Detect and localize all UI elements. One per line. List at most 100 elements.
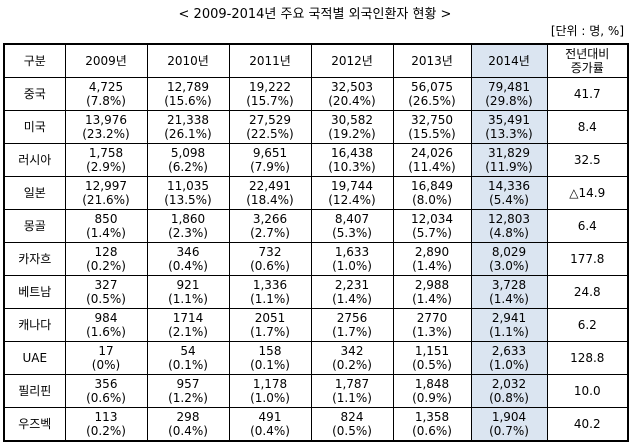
share: (15.6%): [164, 94, 212, 108]
count: 21,338: [167, 113, 209, 127]
count: 2,633: [491, 344, 527, 358]
share: (2.3%): [168, 226, 208, 240]
share: (0.4%): [250, 424, 290, 438]
count: 12,997: [85, 179, 127, 193]
share: (0.1%): [250, 358, 290, 372]
row-label: 미국: [3, 110, 66, 144]
count: 2756: [336, 311, 368, 325]
growth-cell: 32.5: [546, 143, 629, 177]
data-row: 우즈벡 113 (0.2%) 298 (0.4%) 491 (0.4%) 824 (0.5%) 1…: [3, 407, 629, 442]
count: 3,728: [491, 278, 527, 292]
count: 1,904: [491, 410, 527, 424]
data-cell: 54 (0.1%): [146, 341, 230, 375]
count: 1714: [172, 311, 204, 325]
count: 54: [180, 344, 196, 358]
header-cell: 2009년: [64, 43, 148, 78]
count: 1,178: [252, 377, 288, 391]
share: (0.9%): [412, 391, 452, 405]
count: 113: [94, 410, 118, 424]
data-cell: 79,481 (29.8%): [470, 77, 548, 111]
header-cell: 전년대비 증가률: [546, 43, 629, 78]
data-row: 일본 12,997 (21.6%) 11,035 (13.5%) 22,491 (18.4%…: [3, 176, 629, 210]
share: (19.2%): [328, 127, 376, 141]
data-cell: 31,829 (11.9%): [470, 143, 548, 177]
share: (21.6%): [82, 193, 130, 207]
share: (0.6%): [250, 259, 290, 273]
share: (2.1%): [168, 325, 208, 339]
data-cell: 1,336 (1.1%): [228, 275, 312, 309]
share: (0.2%): [332, 358, 372, 372]
row-label: 몽골: [3, 209, 66, 243]
share: (18.4%): [246, 193, 294, 207]
count: 342: [340, 344, 364, 358]
data-cell: 16,849 (8.0%): [392, 176, 472, 210]
share: (1.4%): [86, 226, 126, 240]
share: (3.0%): [489, 259, 529, 273]
count: 2,890: [414, 245, 450, 259]
header-cell: 구분: [3, 43, 66, 78]
count: 1,758: [88, 146, 124, 160]
data-cell: 2770 (1.3%): [392, 308, 472, 342]
data-cell: 3,266 (2.7%): [228, 209, 312, 243]
data-cell: 24,026 (11.4%): [392, 143, 472, 177]
share: (5.3%): [332, 226, 372, 240]
data-cell: 298 (0.4%): [146, 407, 230, 442]
data-row: 베트남 327 (0.5%) 921 (1.1%) 1,336 (1.1%) 2,231 (1.…: [3, 275, 629, 309]
data-cell: 12,803 (4.8%): [470, 209, 548, 243]
growth-cell: 6.2: [546, 308, 629, 342]
data-cell: 16,438 (10.3%): [310, 143, 394, 177]
data-cell: 5,098 (6.2%): [146, 143, 230, 177]
count: 13,976: [85, 113, 127, 127]
data-cell: 13,976 (23.2%): [64, 110, 148, 144]
share: (1.1%): [489, 325, 529, 339]
data-cell: 1,904 (0.7%): [470, 407, 548, 442]
data-cell: 2,988 (1.4%): [392, 275, 472, 309]
count: 732: [258, 245, 282, 259]
data-cell: 2,032 (0.8%): [470, 374, 548, 408]
growth-cell: 6.4: [546, 209, 629, 243]
share: (1.2%): [168, 391, 208, 405]
share: (1.0%): [250, 391, 290, 405]
share: (11.9%): [485, 160, 533, 174]
share: (2.9%): [86, 160, 126, 174]
share: (15.7%): [246, 94, 294, 108]
data-cell: 32,750 (15.5%): [392, 110, 472, 144]
data-cell: 35,491 (13.3%): [470, 110, 548, 144]
share: (29.8%): [485, 94, 533, 108]
count: 957: [176, 377, 200, 391]
data-row: 러시아 1,758 (2.9%) 5,098 (6.2%) 9,651 (7.9%) 16,4…: [3, 143, 629, 177]
data-cell: 824 (0.5%): [310, 407, 394, 442]
count: 22,491: [249, 179, 291, 193]
count: 128: [94, 245, 118, 259]
data-cell: 17 (0%): [64, 341, 148, 375]
data-cell: 732 (0.6%): [228, 242, 312, 276]
count: 3,266: [252, 212, 288, 226]
data-cell: 8,029 (3.0%): [470, 242, 548, 276]
data-cell: 491 (0.4%): [228, 407, 312, 442]
data-cell: 22,491 (18.4%): [228, 176, 312, 210]
share: (1.6%): [86, 325, 126, 339]
count: 24,026: [411, 146, 453, 160]
share: (8.0%): [412, 193, 452, 207]
share: (12.4%): [328, 193, 376, 207]
count: 11,035: [167, 179, 209, 193]
data-cell: 1,633 (1.0%): [310, 242, 394, 276]
share: (1.3%): [412, 325, 452, 339]
data-cell: 1,178 (1.0%): [228, 374, 312, 408]
data-cell: 9,651 (7.9%): [228, 143, 312, 177]
data-cell: 12,997 (21.6%): [64, 176, 148, 210]
share: (1.4%): [412, 292, 452, 306]
count: 27,529: [249, 113, 291, 127]
count: 921: [176, 278, 200, 292]
count: 79,481: [488, 80, 530, 94]
share: (0.5%): [332, 424, 372, 438]
data-cell: 113 (0.2%): [64, 407, 148, 442]
data-cell: 1714 (2.1%): [146, 308, 230, 342]
data-cell: 1,860 (2.3%): [146, 209, 230, 243]
share: (0.8%): [489, 391, 529, 405]
count: 298: [176, 410, 200, 424]
share: (13.3%): [485, 127, 533, 141]
header-cell: 2011년: [228, 43, 312, 78]
data-row: 필리핀 356 (0.6%) 957 (1.2%) 1,178 (1.0%) 1,787 (1.…: [3, 374, 629, 408]
